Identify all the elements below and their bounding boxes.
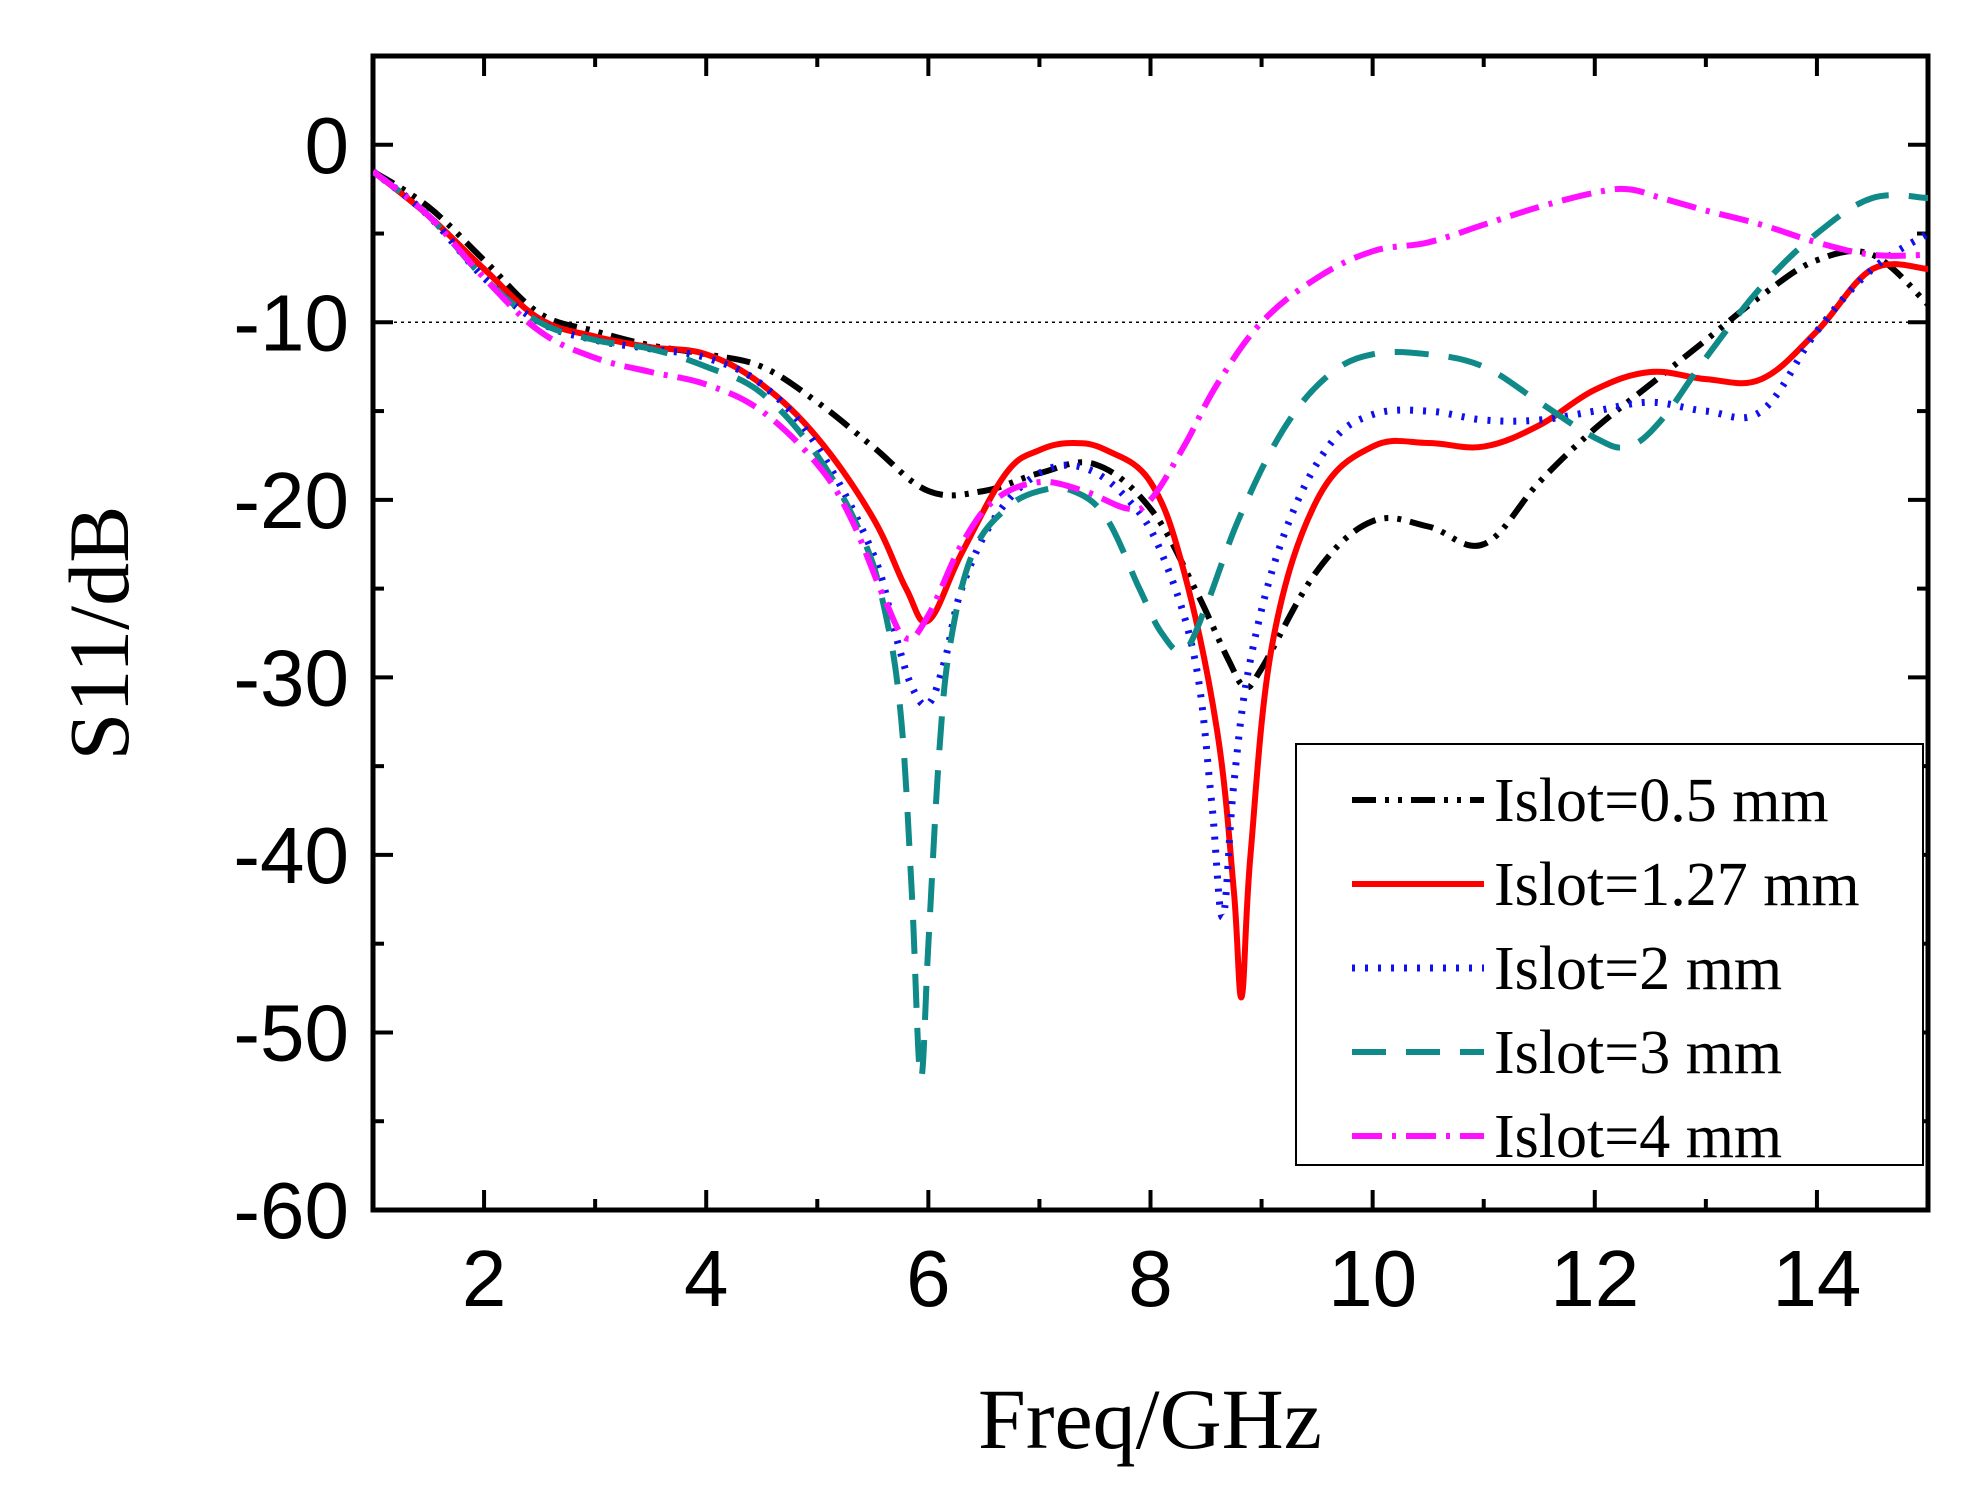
series-lines (373, 168, 1928, 1081)
y-tick-label: -40 (233, 811, 349, 900)
y-tick-label: -50 (233, 988, 349, 1077)
series-line-1 (373, 168, 1928, 691)
x-tick-label: 4 (684, 1234, 729, 1323)
y-tick-label: -10 (233, 278, 349, 367)
x-axis-title: Freq/GHz (978, 1371, 1322, 1467)
x-tick-label: 10 (1328, 1234, 1417, 1323)
legend: Islot=0.5 mm Islot=1.27 mm Islot=2 mm Islot… (1295, 743, 1924, 1171)
series-line-5 (373, 169, 1928, 642)
legend-box (1295, 743, 1924, 1166)
x-tick-label: 12 (1550, 1234, 1639, 1323)
y-axis-title: S11/dB (51, 506, 147, 761)
y-tick-labels: 0 -10 -20 -30 -40 -50 -60 (233, 101, 349, 1255)
y-tick-label: -60 (233, 1166, 349, 1255)
x-tick-label: 14 (1772, 1234, 1861, 1323)
legend-label-3: Islot=2 mm (1494, 935, 1782, 1003)
legend-label-2: Islot=1.27 mm (1494, 851, 1860, 919)
x-tick-label: 2 (462, 1234, 507, 1323)
legend-label-4: Islot=3 mm (1494, 1019, 1782, 1087)
series-line-4 (373, 169, 1928, 1081)
y-tick-label: 0 (305, 101, 350, 190)
x-tick-label: 6 (906, 1234, 951, 1323)
legend-label-5: Islot=4 mm (1494, 1103, 1782, 1171)
legend-label-1: Islot=0.5 mm (1494, 767, 1829, 835)
series-line-3 (373, 168, 1928, 921)
x-tick-labels: 2 4 6 8 10 12 14 (462, 1234, 1862, 1323)
x-tick-label: 8 (1128, 1234, 1173, 1323)
y-tick-label: -20 (233, 456, 349, 545)
series-line-2 (373, 169, 1928, 1001)
y-tick-label: -30 (233, 633, 349, 722)
